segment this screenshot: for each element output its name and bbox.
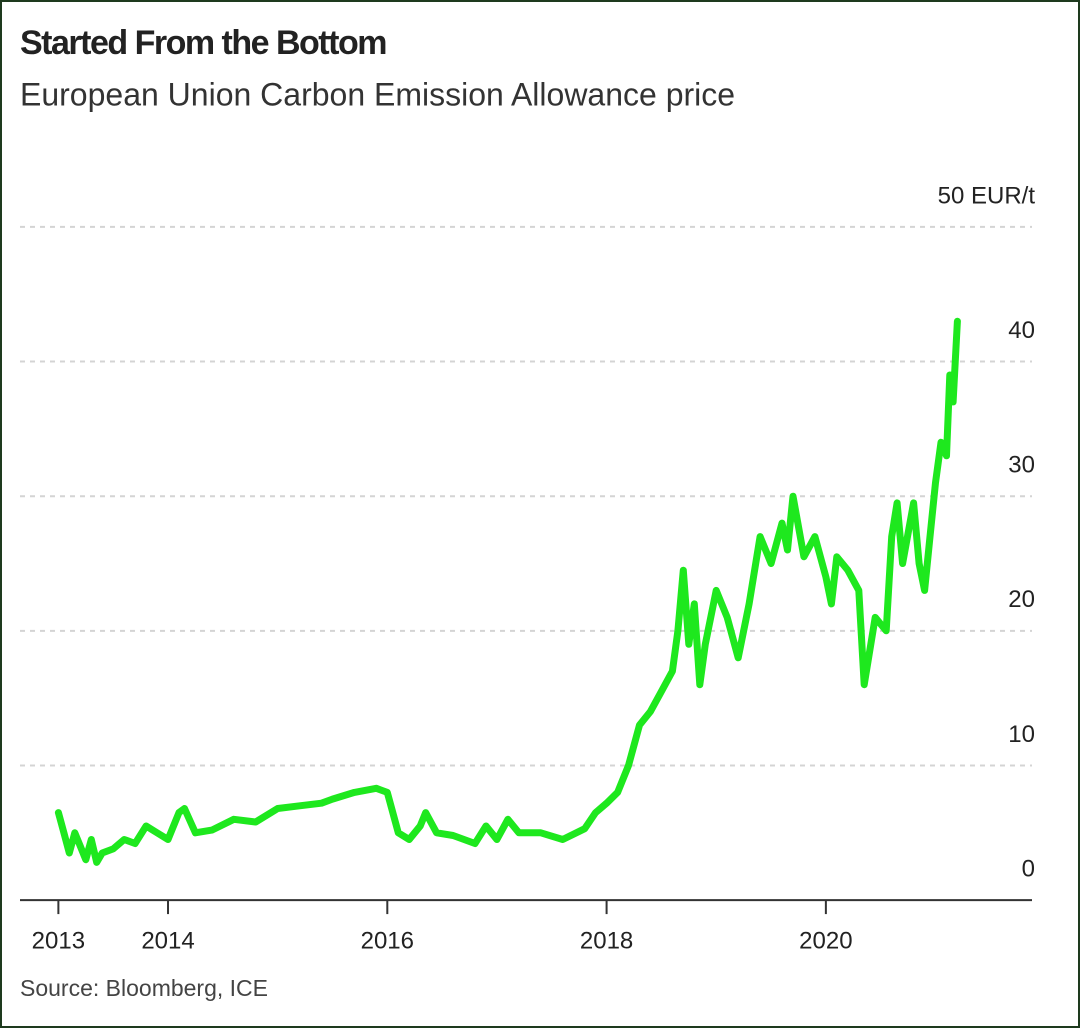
chart-title: Started From the Bottom — [20, 24, 386, 62]
data-line — [54, 317, 961, 866]
x-tick-label: 2020 — [799, 927, 852, 954]
x-tick-label: 2016 — [361, 927, 414, 954]
y-tick-label: 20 — [1008, 586, 1035, 613]
source: Source: Bloomberg, ICE — [20, 975, 268, 1001]
x-tick-label: 2013 — [32, 927, 85, 954]
y-tick-label: 40 — [1008, 317, 1035, 344]
chart-subtitle: European Union Carbon Emission Allowance… — [20, 76, 735, 112]
x-tick-label: 2018 — [580, 927, 633, 954]
y-tick-label: 0 — [1022, 855, 1035, 882]
y-tick-label: 10 — [1008, 721, 1035, 748]
x-tick-label: 2014 — [141, 927, 194, 954]
y-tick-label: 30 — [1008, 452, 1035, 479]
y-tick-label: 50 EUR/t — [938, 182, 1036, 209]
